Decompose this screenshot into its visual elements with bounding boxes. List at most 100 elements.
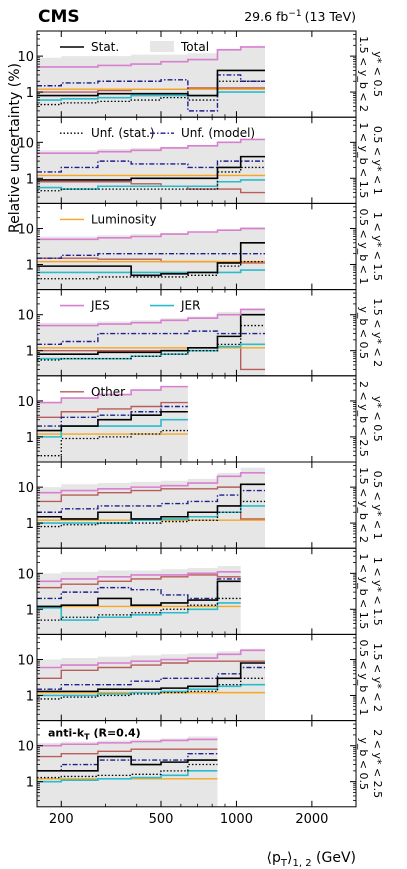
y-tick-label: 10 [17, 654, 34, 669]
legend-label-jer: JER [180, 299, 200, 313]
x-tick-label: 200 [49, 812, 74, 827]
luminosity-exponent: −1 [288, 9, 301, 19]
bin-label-yb: 0.5 < y_b < 1 [357, 640, 370, 716]
bin-label-ystar: 0.5 < y* < 1 [371, 126, 384, 195]
y-tick-label: 10 [17, 136, 34, 151]
y-tick-label: 1 [26, 345, 34, 360]
jes-series [37, 571, 241, 583]
legend-label-lumi: Luminosity [91, 212, 156, 226]
total-band [37, 467, 265, 549]
jer-series [37, 269, 265, 274]
y-tick-label: 1 [26, 86, 34, 101]
y-tick-label: 10 [17, 740, 34, 755]
panel-8: 1 10 1.5 < y* < 20.5 < y_b < 1 [17, 633, 384, 722]
total-band [37, 736, 218, 807]
y-tick-label: 1 [26, 776, 34, 791]
luminosity-value: 29.6 fb [244, 9, 288, 24]
algorithm-label-sub: T [84, 733, 90, 742]
jes-series [37, 738, 218, 747]
stat-series [37, 410, 188, 432]
panel-2: 1 10 0.5 < y* < 11 < y_b < 1.5 Unf. (stat.)… [17, 116, 384, 204]
jes-series [37, 46, 265, 68]
unf-stat-series [37, 677, 265, 700]
legend-label-total: Total [180, 40, 209, 54]
other-series [37, 401, 188, 419]
panel-frame [36, 720, 357, 808]
bin-label-ystar: 1 < y* < 1.5 [371, 557, 384, 626]
total-band [37, 46, 265, 118]
y-axis-label: Relative uncertainty (%) [7, 63, 23, 233]
y-tick-label: 1 [26, 172, 34, 187]
x-axis-label-unit: (GeV) [312, 850, 356, 866]
stat-series [37, 313, 265, 355]
unf-model-series [37, 160, 265, 173]
bin-label: y* < 0.51.5 < y_b < 2 [357, 36, 384, 112]
y-tick-label: 1 [26, 603, 34, 618]
panel-3: 1 10 1 < y* < 1.50.5 < y_b < 1 Luminosity [17, 202, 384, 291]
x-axis-label-sub-12: 1, 2 [292, 858, 311, 869]
bin-label: 1 < y* < 1.50.5 < y_b < 1 [357, 209, 384, 285]
y-tick-label: 1 [26, 431, 34, 446]
x-axis-label-base: ⟨p [267, 850, 281, 866]
bin-label: 2 < y* < 2.5y_b < 0.5 [357, 729, 384, 798]
other-series [37, 574, 241, 589]
bin-label: 0.5 < y* < 11 < y_b < 1.5 [357, 122, 384, 198]
panel-9: 1 10 2 < y* < 2.5y_b < 0.5 anti-kT (R=0.4) 2… [17, 720, 384, 827]
luminosity-label: 29.6 fb−1 (13 TeV) [244, 9, 356, 24]
jes-series [37, 385, 188, 404]
algorithm-label-a: anti-k [48, 727, 85, 740]
jes-series [37, 308, 265, 327]
unf-model-series [37, 252, 265, 259]
unf-stat-series [37, 260, 265, 280]
other-series [37, 660, 265, 680]
unf-model-series [37, 753, 218, 772]
total-band [37, 648, 265, 721]
stat-series [37, 69, 265, 97]
jes-series [37, 138, 265, 154]
y-tick-label: 10 [17, 223, 34, 238]
other-series [37, 486, 265, 520]
panel-6: 1 10 0.5 < y* < 11.5 < y_b < 2 [17, 461, 384, 549]
legend-label-other: Other [91, 385, 125, 399]
panel-1: 1 10 y* < 0.51.5 < y_b < 2 Stat. Total [17, 30, 384, 118]
stat-series [37, 662, 265, 693]
total-band [37, 227, 265, 290]
panel-4: 1 10 1.5 < y* < 2y_b < 0.5 JES JER [17, 289, 384, 377]
bin-label-yb: 0.5 < y_b < 1 [357, 209, 370, 285]
algorithm-label: anti-kT (R=0.4) [48, 727, 141, 742]
jes-series [37, 227, 265, 241]
bin-label-yb: 1 < y_b < 1.5 [357, 553, 370, 629]
bin-label-ystar: 1.5 < y* < 2 [371, 643, 384, 712]
jer-series [37, 418, 188, 438]
bin-label-yb: y_b < 0.5 [357, 737, 370, 790]
unf-stat-series [37, 597, 241, 621]
bin-label-ystar: 1.5 < y* < 2 [371, 298, 384, 367]
stat-series [37, 580, 241, 608]
jer-series [37, 602, 241, 621]
total-band [37, 386, 188, 462]
stat-series [37, 483, 265, 520]
unf-model-series [37, 578, 241, 600]
panel-7: 1 10 1 < y* < 1.51 < y_b < 1.5 [17, 547, 384, 635]
x-tick-label: 2000 [295, 812, 328, 827]
unf-model-series [37, 74, 265, 112]
bin-label: 1 < y* < 1.51 < y_b < 1.5 [357, 553, 384, 629]
experiment-label: CMS [38, 7, 80, 27]
x-tick-label: 500 [149, 812, 174, 827]
bin-label: 1.5 < y* < 20.5 < y_b < 1 [357, 640, 384, 716]
y-tick-label: 10 [17, 50, 34, 65]
algorithm-label-b: (R=0.4) [90, 727, 141, 740]
other-series [37, 748, 218, 758]
bin-label-ystar: 0.5 < y* < 1 [371, 471, 384, 540]
jer-series [37, 770, 218, 783]
x-axis-label: ⟨pT⟩1, 2 (GeV) [267, 850, 356, 869]
unf-model-series [37, 405, 188, 427]
bin-label-ystar: 2 < y* < 2.5 [371, 729, 384, 798]
unf-stat-series [37, 324, 265, 361]
x-axis-label-sub-t: T [280, 858, 288, 869]
jes-series [37, 472, 265, 494]
unf-model-series [37, 666, 265, 690]
unf-stat-series [37, 763, 218, 779]
